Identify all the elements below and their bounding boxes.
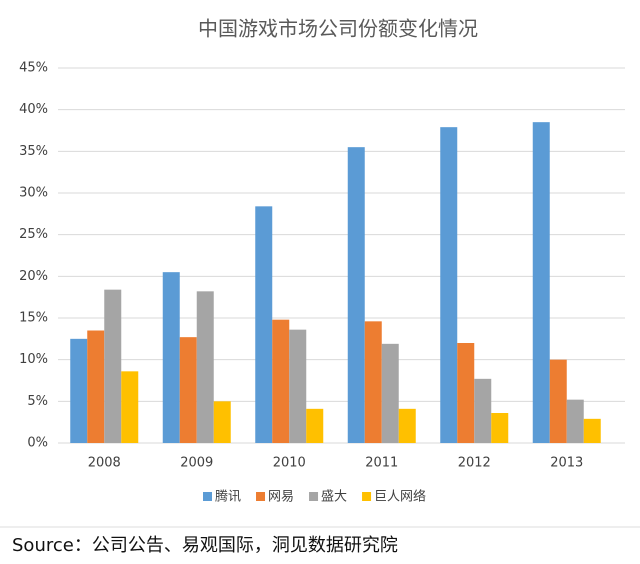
bar	[104, 289, 122, 443]
legend-label: 网易	[268, 490, 294, 505]
x-tick-label: 2008	[88, 456, 121, 471]
bar	[162, 272, 180, 443]
legend-label: 巨人网络	[374, 489, 426, 505]
y-tick-label: 35%	[19, 144, 48, 159]
bar	[457, 343, 475, 443]
bar	[70, 338, 88, 443]
source: Source：公司公告、易观国际，洞见数据研究院	[12, 535, 398, 556]
x-tick-label: 2009	[180, 456, 213, 471]
y-tick-label: 45%	[19, 61, 48, 76]
legend-label: 盛大	[321, 490, 347, 505]
bar	[213, 401, 231, 443]
bar	[347, 147, 365, 443]
x-tick-label: 2011	[365, 456, 398, 471]
bar	[566, 399, 584, 443]
x-tick-label: 2012	[458, 456, 491, 471]
bar	[306, 408, 324, 443]
legend-label: 腾讯	[215, 489, 241, 505]
y-tick-label: 10%	[19, 352, 48, 367]
bar	[491, 413, 509, 443]
y-tick-label: 30%	[19, 186, 48, 201]
y-tick-label: 20%	[19, 269, 48, 284]
bar	[398, 408, 416, 443]
bar	[549, 359, 567, 443]
bar	[255, 206, 273, 443]
chart-title: 中国游戏市场公司份额变化情况	[198, 17, 478, 41]
bar	[364, 321, 382, 443]
bar	[272, 319, 290, 443]
legend-swatch	[203, 492, 212, 501]
bar	[440, 127, 458, 444]
bar	[532, 122, 550, 444]
y-tick-label: 25%	[19, 227, 48, 242]
legend-swatch	[309, 492, 319, 501]
bar	[121, 371, 139, 443]
bar	[583, 418, 601, 443]
bar	[381, 343, 399, 443]
x-tick-label: 2013	[550, 456, 583, 471]
y-tick-label: 15%	[19, 311, 48, 326]
y-tick-label: 5%	[27, 394, 48, 409]
legend-swatch	[256, 492, 266, 501]
legend-swatch	[362, 492, 372, 501]
bar	[87, 330, 105, 443]
bar	[196, 291, 214, 443]
y-tick-label: 40%	[19, 102, 48, 117]
bar	[474, 378, 492, 443]
x-tick-label: 2010	[273, 456, 306, 471]
bar	[289, 329, 307, 443]
y-tick-label: 0%	[27, 436, 48, 451]
bar	[179, 337, 197, 443]
